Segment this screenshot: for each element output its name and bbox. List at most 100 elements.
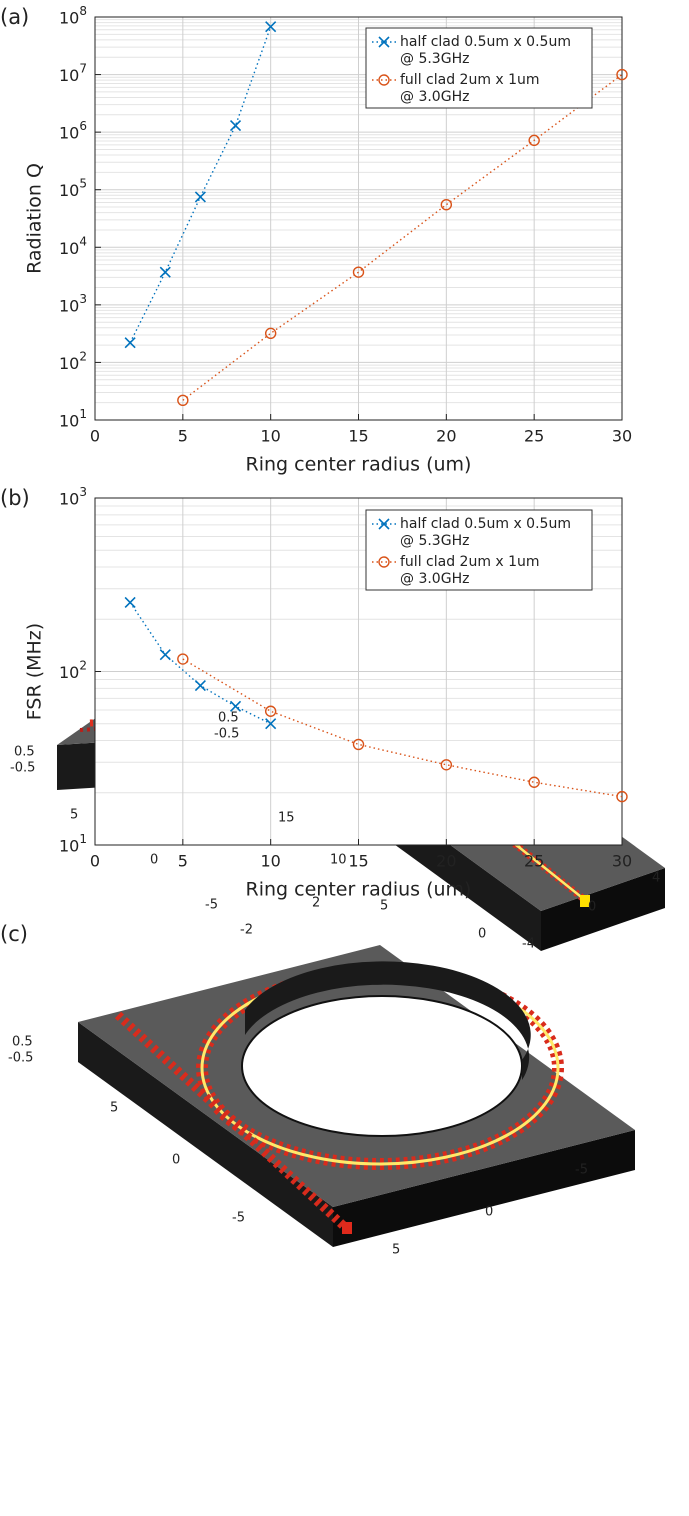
axis-tick-label: 0 <box>172 1153 180 1168</box>
panel-label: (b) <box>0 486 30 510</box>
marker <box>528 776 540 788</box>
marker <box>229 700 242 712</box>
y-tick-label: 102 <box>59 349 87 373</box>
axis-tick-label: 4 <box>652 871 660 886</box>
y-tick-label: 101 <box>59 832 87 856</box>
x-tick-label: 25 <box>524 852 544 871</box>
legend-symbol <box>378 74 390 86</box>
y-axis-title: Radiation Q <box>24 163 46 274</box>
marker <box>159 266 171 278</box>
axis-tick-label: -2 <box>240 923 253 938</box>
x-tick-label: 10 <box>260 427 280 446</box>
slab-side <box>541 868 665 951</box>
marker <box>528 134 540 147</box>
x-tick-label: 15 <box>348 852 368 871</box>
port <box>342 1222 352 1234</box>
marker <box>440 198 453 211</box>
legend-note: @ 5.3GHz <box>400 51 469 67</box>
port <box>580 895 590 907</box>
axis-tick-label: -0.5 <box>214 727 239 742</box>
legend-label: half clad 0.5um x 0.5um <box>400 516 571 532</box>
x-tick-label: 20 <box>436 427 456 446</box>
x-tick-label: 10 <box>260 852 280 871</box>
marker <box>124 596 136 609</box>
x-axis-title: Ring center radius (um) <box>246 454 472 476</box>
axis-tick-label: 0.5 <box>14 745 35 760</box>
marker <box>440 759 453 771</box>
legend-marker <box>378 518 390 530</box>
y-tick-label: 103 <box>59 291 87 315</box>
axis-tick-label: 0 <box>588 900 596 915</box>
axis-tick-label: -5 <box>205 898 218 913</box>
axis-tick-label: -4 <box>522 937 535 952</box>
y-tick-label: 103 <box>59 485 87 509</box>
axis-tick-label: -0.5 <box>8 1051 33 1066</box>
axis-tick-label: 0.5 <box>218 711 239 726</box>
y-tick-label: 108 <box>59 4 87 28</box>
legend-label: half clad 0.5um x 0.5um <box>400 34 571 50</box>
legend-label: full clad 2um x 1um <box>400 554 540 570</box>
x-tick-label: 25 <box>524 427 544 446</box>
marker <box>124 337 136 349</box>
y-tick-label: 102 <box>59 658 87 682</box>
axis-tick-label: 15 <box>278 811 295 826</box>
marker <box>352 266 365 278</box>
y-tick-label: 104 <box>59 234 87 258</box>
marker <box>352 738 365 751</box>
legend-marker <box>378 74 390 86</box>
legend-symbol <box>378 518 390 530</box>
legend-marker <box>378 556 390 568</box>
plot-frame <box>94 16 623 421</box>
x-tick-label: 5 <box>178 852 188 871</box>
marker <box>159 649 171 661</box>
axis-tick-label: 10 <box>330 853 347 868</box>
axis-tick-label: 0 <box>485 1205 493 1220</box>
plot-frame <box>94 497 623 846</box>
legend-marker <box>378 36 390 48</box>
axis-tick-label: 0 <box>478 927 486 942</box>
x-tick-label: 30 <box>612 427 632 446</box>
marker <box>265 718 277 730</box>
axis-tick-label: 0 <box>150 853 158 868</box>
x-tick-label: 0 <box>90 427 100 446</box>
axis-tick-label: 5 <box>110 1101 118 1116</box>
marker <box>264 705 277 717</box>
y-tick-label: 105 <box>59 176 87 200</box>
x-axis-title: Ring center radius (um) <box>246 879 472 901</box>
y-axis-title: FSR (MHz) <box>24 623 46 720</box>
slab-side <box>333 1130 635 1247</box>
y-tick-label: 101 <box>59 407 87 431</box>
axis-tick-label: -0.5 <box>10 761 35 776</box>
ring-hole <box>241 995 523 1137</box>
legend-box <box>365 509 593 591</box>
marker <box>229 120 242 132</box>
marker <box>265 21 277 33</box>
panel-label: (a) <box>0 5 29 29</box>
axis-tick-label: 0.5 <box>12 1035 33 1050</box>
x-tick-label: 20 <box>436 852 456 871</box>
x-tick-label: 15 <box>348 427 368 446</box>
legend-label: full clad 2um x 1um <box>400 72 540 88</box>
x-tick-label: 30 <box>612 852 632 871</box>
marker <box>616 68 628 81</box>
x-tick-label: 5 <box>178 427 188 446</box>
axis-tick-label: -5 <box>575 1163 588 1178</box>
marker <box>194 679 206 692</box>
panel-label: (c) <box>0 922 28 946</box>
legend-note: @ 3.0GHz <box>400 89 469 105</box>
axis-tick-label: 5 <box>70 808 78 823</box>
marker <box>177 653 189 665</box>
legend-note: @ 5.3GHz <box>400 533 469 549</box>
marker <box>264 327 277 340</box>
marker <box>177 394 189 406</box>
axis-tick-label: -5 <box>232 1211 245 1226</box>
axis-tick-label: 2 <box>312 896 320 911</box>
marker <box>194 191 206 203</box>
legend-symbol <box>378 36 390 48</box>
hole-wall <box>245 961 531 1080</box>
slab-side <box>78 1022 333 1247</box>
series-line <box>129 602 271 725</box>
legend-note: @ 3.0GHz <box>400 571 469 587</box>
